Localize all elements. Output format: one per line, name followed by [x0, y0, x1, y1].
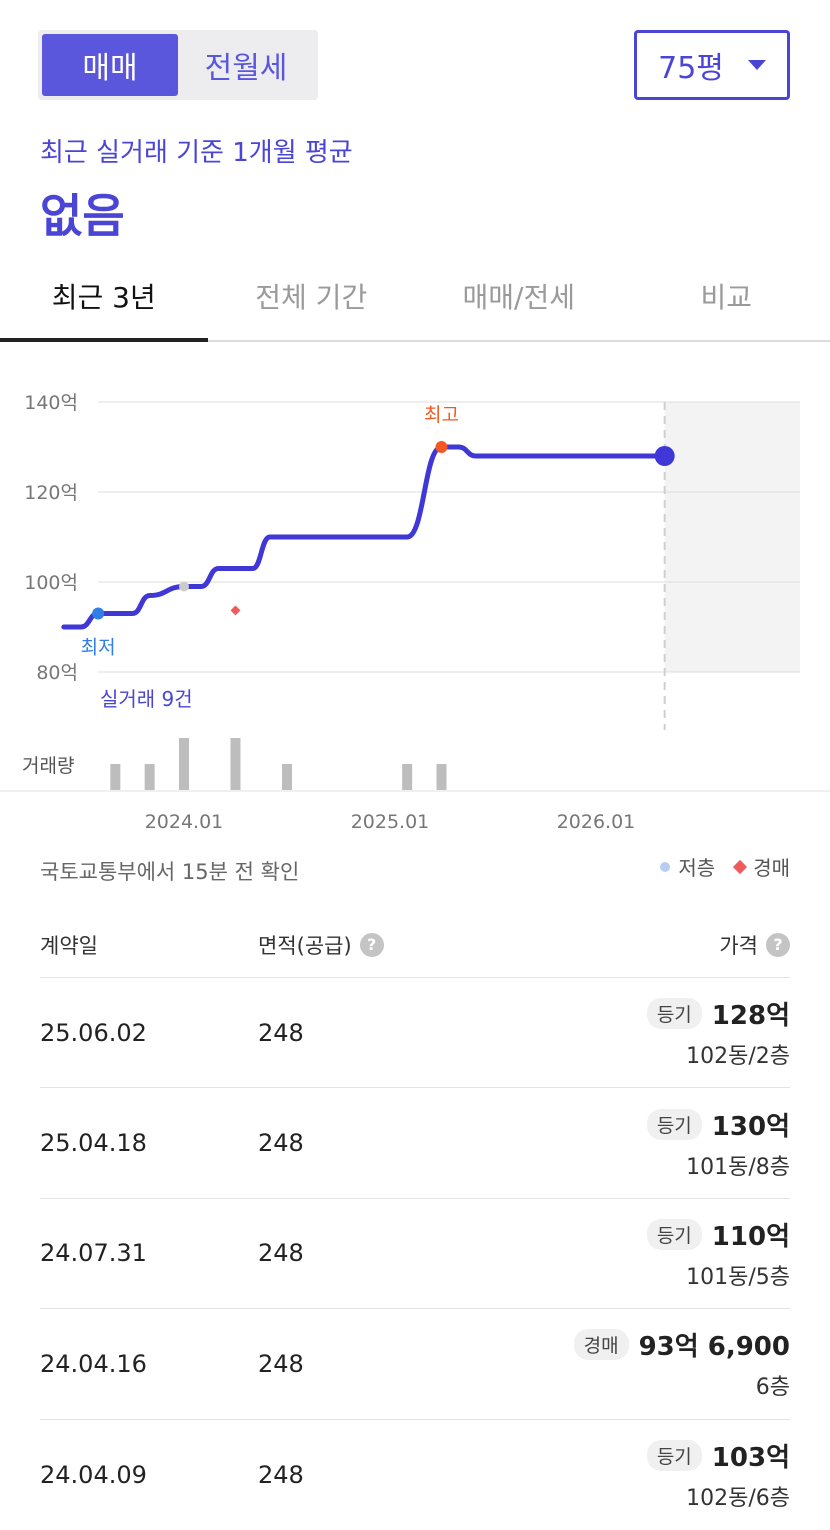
header-price: 가격 ?: [719, 930, 790, 960]
row-price-cell: 등기 103억 102동/6층: [646, 1437, 790, 1512]
row-area: 248: [258, 1018, 304, 1047]
period-tabs: 최근 3년 전체 기간 매매/전세 비교: [0, 252, 830, 342]
y-tick-label: 80억: [36, 662, 78, 684]
header-area-label: 면적(공급): [258, 933, 352, 958]
row-floor: 6층: [755, 1375, 790, 1401]
row-floor: 102동/6층: [686, 1486, 790, 1512]
row-badge: 등기: [646, 1440, 702, 1472]
average-price-label: 최근 실거래 기준 1개월 평균: [40, 138, 353, 168]
row-floor: 102동/2층: [686, 1044, 790, 1070]
deal-type-toggle: 매매 전월세: [38, 30, 318, 100]
row-price: 130억: [711, 1111, 790, 1142]
row-badge: 경매: [573, 1329, 629, 1361]
row-area: 248: [258, 1239, 304, 1268]
row-floor: 101동/5층: [686, 1264, 790, 1290]
current-point-marker: [654, 446, 675, 466]
price-help-icon[interactable]: ?: [766, 932, 790, 957]
header-area: 면적(공급) ?: [258, 930, 719, 960]
low-floor-dot-icon: [660, 861, 671, 872]
row-price-line: 경매 93억 6,900: [573, 1326, 790, 1363]
table-row[interactable]: 24.04.16 248 경매 93억 6,900 6층: [40, 1309, 790, 1420]
high-point-marker: [435, 441, 448, 453]
caret-down-icon: [747, 60, 766, 70]
transaction-table: 계약일 면적(공급) ? 가격 ? 25.06.02 248 등기 128억 102동/…: [40, 912, 790, 1530]
auction-point: [230, 605, 241, 616]
row-area: 248: [258, 1349, 304, 1378]
data-source-text: 국토교통부에서 15분 전 확인: [40, 860, 300, 884]
sale-tab-button[interactable]: 매매: [42, 34, 178, 96]
table-row[interactable]: 24.04.09 248 등기 103억 102동/6층: [40, 1420, 790, 1530]
row-price-line: 등기 130억: [646, 1106, 790, 1143]
row-date: 24.07.31: [40, 1239, 147, 1268]
x-tick-label: 2024.01: [145, 811, 224, 833]
row-price-line: 등기 110억: [646, 1216, 790, 1253]
row-date: 24.04.09: [40, 1460, 147, 1489]
price-line: [61, 444, 668, 630]
trade-count-label: 실거래 9건: [100, 687, 193, 711]
low-point-label: 최저: [81, 637, 116, 659]
legend-low-floor: 저층: [660, 852, 715, 881]
auction-diamond-icon: [733, 859, 748, 874]
average-price-value: 없음: [40, 189, 125, 243]
volume-bar: [179, 738, 189, 790]
row-price: 93억 6,900: [638, 1332, 790, 1363]
row-area: 248: [258, 1129, 304, 1158]
rent-tab-button[interactable]: 전월세: [204, 51, 288, 86]
row-price-cell: 등기 128억 102동/2층: [646, 995, 790, 1070]
table-row[interactable]: 25.06.02 248 등기 128억 102동/2층: [40, 978, 790, 1089]
table-row[interactable]: 25.04.18 248 등기 130억 101동/8층: [40, 1088, 790, 1199]
volume-bar: [110, 764, 121, 790]
row-price-cell: 등기 130억 101동/8층: [646, 1106, 790, 1181]
future-area-shade: [664, 402, 800, 672]
header-price-label: 가격: [719, 933, 758, 958]
y-tick-label: 140억: [24, 392, 78, 414]
y-tick-label: 120억: [24, 482, 78, 504]
tab-compare[interactable]: 비교: [700, 281, 753, 314]
tab-recent-3-years[interactable]: 최근 3년: [0, 252, 208, 342]
table-header: 계약일 면적(공급) ? 가격 ?: [40, 912, 790, 978]
legend-auction-label: 경매: [753, 856, 790, 880]
chart-legend: 저층 경매: [660, 852, 790, 881]
volume-bar: [144, 764, 155, 790]
row-price-line: 등기 128억: [646, 995, 790, 1032]
legend-low-floor-label: 저층: [678, 856, 716, 880]
volume-bar: [436, 764, 447, 790]
volume-bar: [230, 738, 241, 790]
size-dropdown-value: 75평: [658, 51, 724, 86]
low-point-marker: [92, 607, 105, 620]
row-floor: 101동/8층: [686, 1154, 790, 1180]
header-date: 계약일: [40, 933, 98, 958]
volume-bar: [402, 764, 413, 790]
area-help-icon[interactable]: ?: [359, 932, 384, 957]
x-tick-label: 2025.01: [351, 811, 430, 833]
row-date: 25.04.18: [40, 1129, 147, 1158]
row-date: 25.06.02: [40, 1018, 147, 1047]
table-row[interactable]: 24.07.31 248 등기 110억 101동/5층: [40, 1199, 790, 1310]
low-floor-point: [179, 581, 189, 592]
row-badge: 등기: [646, 1218, 702, 1250]
x-tick-label: 2026.01: [557, 811, 636, 833]
y-tick-label: 100억: [24, 572, 78, 594]
tab-sale-jeonse[interactable]: 매매/전세: [462, 281, 575, 314]
volume-label: 거래량: [22, 755, 74, 777]
row-price: 128억: [711, 1001, 790, 1032]
row-price: 103억: [711, 1443, 790, 1474]
row-price-line: 등기 103억: [646, 1437, 790, 1474]
row-price: 110억: [711, 1221, 790, 1252]
size-dropdown[interactable]: 75평: [634, 30, 790, 100]
row-badge: 등기: [646, 998, 702, 1030]
row-area: 248: [258, 1460, 304, 1489]
row-badge: 등기: [646, 1108, 702, 1140]
tab-all-period[interactable]: 전체 기간: [255, 281, 368, 314]
high-point-label: 최고: [424, 404, 459, 426]
legend-auction: 경매: [733, 852, 790, 881]
row-price-cell: 경매 93억 6,900 6층: [573, 1326, 790, 1401]
row-date: 24.04.16: [40, 1349, 147, 1378]
row-price-cell: 등기 110억 101동/5층: [646, 1216, 790, 1291]
volume-bar: [282, 764, 292, 790]
